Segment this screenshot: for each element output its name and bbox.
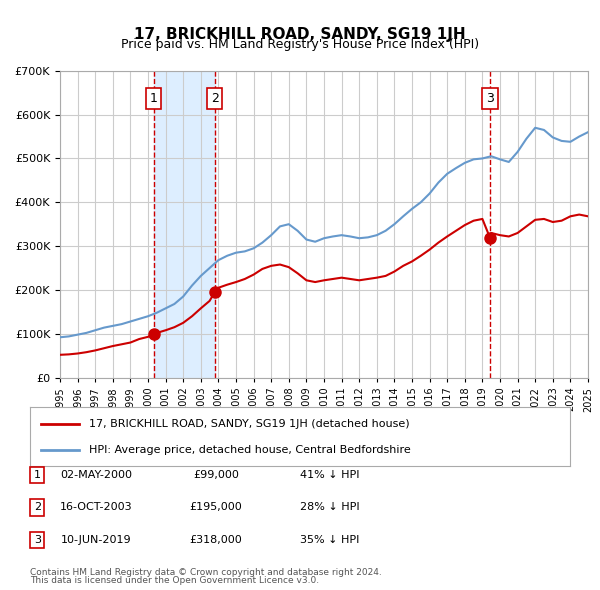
Text: Contains HM Land Registry data © Crown copyright and database right 2024.: Contains HM Land Registry data © Crown c…	[30, 568, 382, 577]
Text: 3: 3	[486, 92, 494, 105]
Bar	[154, 71, 215, 378]
Text: 17, BRICKHILL ROAD, SANDY, SG19 1JH: 17, BRICKHILL ROAD, SANDY, SG19 1JH	[134, 27, 466, 41]
Text: 16-OCT-2003: 16-OCT-2003	[59, 503, 133, 512]
Text: 1: 1	[34, 470, 41, 480]
Text: This data is licensed under the Open Government Licence v3.0.: This data is licensed under the Open Gov…	[30, 576, 319, 585]
Text: 02-MAY-2000: 02-MAY-2000	[60, 470, 132, 480]
Text: 3: 3	[34, 535, 41, 545]
Text: 2: 2	[211, 92, 218, 105]
Text: £195,000: £195,000	[190, 503, 242, 512]
Text: 10-JUN-2019: 10-JUN-2019	[61, 535, 131, 545]
Text: 28% ↓ HPI: 28% ↓ HPI	[300, 503, 360, 512]
Text: £318,000: £318,000	[190, 535, 242, 545]
Text: 1: 1	[150, 92, 158, 105]
Text: £99,000: £99,000	[193, 470, 239, 480]
Text: 35% ↓ HPI: 35% ↓ HPI	[301, 535, 359, 545]
Text: 17, BRICKHILL ROAD, SANDY, SG19 1JH (detached house): 17, BRICKHILL ROAD, SANDY, SG19 1JH (det…	[89, 419, 410, 428]
Text: 41% ↓ HPI: 41% ↓ HPI	[300, 470, 360, 480]
Text: HPI: Average price, detached house, Central Bedfordshire: HPI: Average price, detached house, Cent…	[89, 445, 411, 454]
Text: 2: 2	[34, 503, 41, 512]
Text: Price paid vs. HM Land Registry's House Price Index (HPI): Price paid vs. HM Land Registry's House …	[121, 38, 479, 51]
